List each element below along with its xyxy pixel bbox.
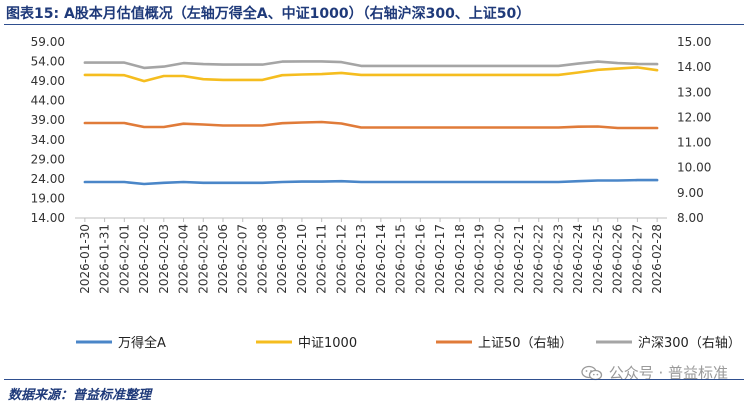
data-source: 数据来源：普益标准整理 — [8, 388, 152, 403]
x-tick-label: 2026-02-02 — [137, 224, 151, 294]
x-tick-label: 2026-02-07 — [236, 224, 250, 294]
y-left-tick-label: 39.00 — [31, 113, 65, 127]
x-tick-label: 2026-02-17 — [433, 224, 447, 294]
legend-label: 上证50（右轴） — [478, 336, 573, 351]
y-right-tick-label: 9.00 — [677, 186, 704, 200]
x-tick-label: 2026-02-15 — [394, 224, 408, 294]
x-tick-label: 2026-02-04 — [177, 224, 191, 294]
x-tick-label: 2026-02-23 — [551, 224, 565, 294]
chart-lines — [83, 60, 659, 186]
y-left-tick-label: 34.00 — [31, 133, 65, 147]
y-right-tick-label: 12.00 — [677, 110, 711, 124]
x-tick-label: 2026-01-31 — [98, 224, 112, 294]
y-left-tick-label: 54.00 — [31, 55, 65, 69]
x-tick-label: 2026-02-08 — [255, 224, 269, 294]
x-tick-label: 2026-02-19 — [473, 224, 487, 294]
legend-label: 沪深300（右轴） — [638, 335, 741, 351]
line-chart: 59.00 54.00 49.00 44.00 39.00 34.00 29.00 24.00… — [31, 35, 741, 351]
x-tick-label: 2026-02-18 — [453, 224, 467, 294]
x-tick-label: 2026-02-26 — [611, 224, 625, 294]
y-left-tick-label: 14.00 — [31, 211, 65, 225]
y-left-tick-label: 59.00 — [31, 35, 65, 49]
x-tick-label: 2026-02-22 — [532, 224, 546, 294]
series-line — [83, 60, 659, 70]
series-line — [83, 66, 659, 83]
x-tick-label: 2026-02-01 — [117, 224, 131, 294]
y-left-tick-label: 29.00 — [31, 152, 65, 166]
series-line — [83, 120, 659, 130]
x-tick-label: 2026-01-30 — [78, 224, 92, 294]
x-tick-label: 2026-02-05 — [196, 224, 210, 294]
x-tick-label: 2026-02-27 — [630, 224, 644, 294]
y-left-tick-label: 49.00 — [31, 74, 65, 88]
y-left-tick-label: 44.00 — [31, 94, 65, 108]
y-right-tick-label: 8.00 — [677, 211, 704, 225]
y-right-tick-label: 13.00 — [677, 85, 711, 99]
x-tick-label: 2026-02-09 — [275, 224, 289, 294]
y-right-tick-label: 10.00 — [677, 161, 711, 175]
chart-axes: 59.00 54.00 49.00 44.00 39.00 34.00 29.00 24.00… — [31, 35, 712, 294]
legend-label: 中证1000 — [298, 336, 357, 351]
chart-title: 图表15: A股本月估值概况（左轴万得全A、中证1000）（右轴沪深300、上证… — [6, 6, 531, 22]
series-line — [83, 178, 659, 186]
chart-legend: 万得全A 中证1000 上证50（右轴） 沪深300（右轴） — [76, 335, 741, 351]
x-tick-label: 2026-02-21 — [512, 224, 526, 294]
footer-divider — [4, 379, 744, 380]
x-tick-label: 2026-02-14 — [374, 224, 388, 294]
x-tick-label: 2026-02-13 — [354, 224, 368, 294]
x-tick-label: 2026-02-11 — [315, 224, 329, 294]
x-tick-label: 2026-02-20 — [492, 224, 506, 294]
x-tick-label: 2026-02-25 — [591, 224, 605, 294]
y-right-tick-label: 15.00 — [677, 35, 711, 49]
x-tick-label: 2026-02-24 — [571, 224, 585, 294]
watermark-text: 公众号 · 普益标准 — [608, 364, 728, 382]
x-tick-label: 2026-02-12 — [334, 224, 348, 294]
y-right-tick-label: 11.00 — [677, 136, 711, 150]
x-tick-label: 2026-02-03 — [157, 224, 171, 294]
watermark: 公众号 · 普益标准 — [581, 362, 728, 383]
legend-label: 万得全A — [118, 335, 166, 351]
title-divider — [4, 24, 744, 25]
x-tick-label: 2026-02-28 — [650, 224, 664, 294]
x-tick-label: 2026-02-10 — [295, 224, 309, 294]
y-right-tick-label: 14.00 — [677, 60, 711, 74]
x-tick-label: 2026-02-06 — [216, 224, 230, 294]
y-left-tick-label: 19.00 — [31, 191, 65, 205]
x-tick-label: 2026-02-16 — [413, 224, 427, 294]
y-left-tick-label: 24.00 — [31, 172, 65, 186]
